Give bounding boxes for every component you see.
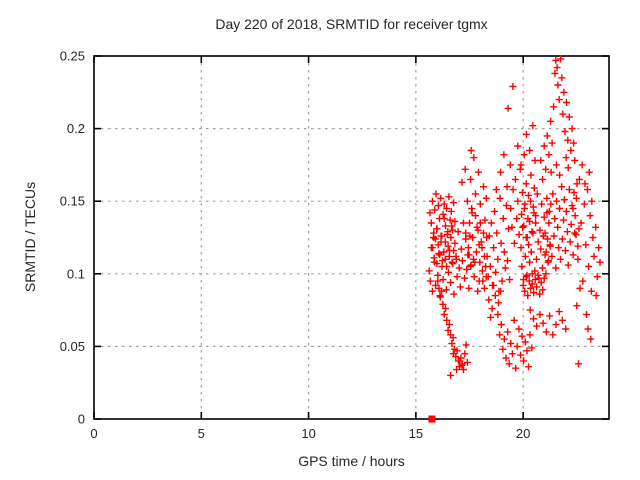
y-tick-label: 0.1 <box>67 266 85 281</box>
y-tick-label: 0.15 <box>60 194 85 209</box>
x-tick-label: 15 <box>409 426 423 441</box>
x-tick-label: 5 <box>198 426 205 441</box>
x-tick-label: 10 <box>301 426 315 441</box>
x-tick-label: 20 <box>516 426 530 441</box>
y-tick-label: 0.2 <box>67 121 85 136</box>
y-tick-label: 0.05 <box>60 339 85 354</box>
x-axis-label: GPS time / hours <box>298 453 405 469</box>
data-point-square <box>428 415 436 423</box>
y-tick-label: 0.25 <box>60 49 85 64</box>
plot-border <box>93 55 610 420</box>
y-axis-label: SRMTID / TECUs <box>22 181 38 293</box>
chart-title: Day 220 of 2018, SRMTID for receiver tgm… <box>215 16 488 32</box>
x-tick-label: 0 <box>90 426 97 441</box>
y-tick-label: 0 <box>78 412 85 427</box>
data-points-plus <box>425 55 604 379</box>
